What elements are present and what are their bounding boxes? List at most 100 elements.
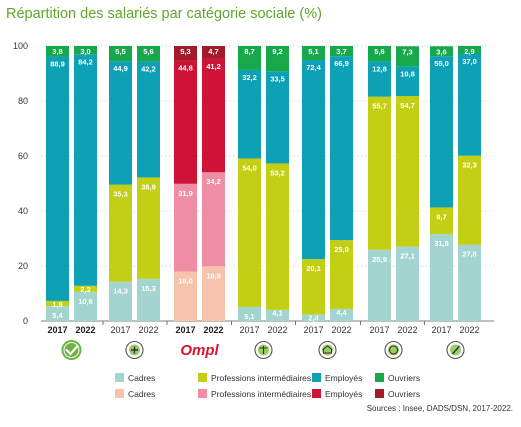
x-axis-labels: 2017 2022 2017 2022 2017 2022 2017 2022 2017 2022… [47, 321, 480, 335]
legend-label: Employés [325, 373, 362, 383]
data-label: 41,2 [206, 62, 221, 71]
data-label: 55,7 [372, 102, 387, 111]
bar-segment [368, 249, 391, 321]
data-label: 25,0 [334, 245, 349, 254]
data-label: 3,7 [336, 47, 346, 56]
x-tick-label: 2017 [303, 325, 323, 335]
data-label: 35,3 [113, 190, 128, 199]
bar-segment [266, 309, 289, 321]
data-label: 15,3 [141, 284, 156, 293]
bar-segment [202, 172, 225, 267]
data-label: 53,2 [270, 168, 285, 177]
y-tick-label: 60 [18, 151, 28, 161]
x-tick-label: 2022 [75, 325, 95, 335]
legend: Cadres Professions intermédiaires Employés… [115, 373, 420, 399]
legend-label: Professions intermédiaires [211, 373, 311, 383]
data-label: 32,2 [242, 73, 257, 82]
data-label: 2,4 [308, 313, 319, 322]
bar-segment [74, 46, 97, 55]
bar-segment [238, 69, 261, 159]
data-label: 33,5 [270, 74, 285, 83]
bar-segment [174, 60, 197, 184]
x-tick-label: 2017 [431, 325, 451, 335]
bar-segment [266, 71, 289, 164]
bar-segment [396, 246, 419, 321]
legend-swatch [198, 373, 207, 382]
bar-segment [330, 46, 353, 57]
legend-swatch [375, 373, 384, 382]
data-label: 5,6 [143, 47, 153, 56]
bar-segment [430, 46, 453, 57]
bar-segment [330, 56, 353, 241]
house-plan-icon [318, 340, 337, 360]
data-label: 5,5 [115, 47, 125, 56]
data-label: 2,9 [464, 47, 474, 56]
data-label: 5,1 [308, 47, 318, 56]
x-tick-label: 2022 [138, 325, 158, 335]
bar-segment [238, 306, 261, 321]
data-label: 4,7 [208, 47, 218, 56]
data-label: 31,6 [434, 239, 449, 248]
legend-swatch [312, 373, 321, 382]
bar-segment [368, 61, 391, 97]
bar-segment [458, 53, 481, 156]
data-label: 18,0 [178, 277, 193, 286]
legend-swatch [198, 389, 207, 398]
bar-segment [330, 240, 353, 309]
bar-segment [302, 314, 325, 321]
bar-segment [174, 46, 197, 61]
bar-segment [174, 183, 197, 272]
legend-label: Ouvriers [388, 389, 420, 399]
data-label: 72,4 [306, 63, 321, 72]
data-label: 3,0 [80, 47, 90, 56]
pen-nib-icon [446, 340, 465, 360]
bar-segment [109, 61, 132, 185]
x-tick-label: 2017 [47, 325, 67, 335]
data-label: 66,9 [334, 59, 349, 68]
bar-segment [238, 158, 261, 307]
legend-swatch [115, 373, 124, 382]
bar-segment [109, 281, 132, 321]
bar-segment [302, 259, 325, 315]
data-label: 27,1 [400, 251, 415, 260]
bar-segment [396, 66, 419, 97]
data-label: 25,9 [372, 255, 387, 264]
data-label: 7,3 [402, 47, 412, 56]
x-tick-label: 2017 [239, 325, 259, 335]
x-tick-label: 2017 [110, 325, 130, 335]
x-tick-label: 2022 [459, 325, 479, 335]
bars: 5,4 1,9 88,9 3,8 10,6 2,2 84,23,0 14,3 35,3 44,9 5… [46, 46, 481, 322]
bar-segment [396, 46, 419, 67]
data-label: 1,9 [52, 300, 62, 309]
data-label: 88,9 [50, 59, 65, 68]
bar-segment [74, 54, 97, 286]
data-label: 31,9 [178, 189, 193, 198]
data-label: 4,1 [272, 309, 282, 318]
bar-segment [202, 58, 225, 173]
y-tick-label: 100 [13, 41, 28, 51]
data-label: 54,7 [400, 101, 415, 110]
bar-segment [137, 46, 160, 62]
chart-title: Répartition des salariés par catégorie s… [6, 6, 322, 22]
legend-swatch [375, 389, 384, 398]
data-label: 42,2 [141, 64, 156, 73]
data-label: 37,0 [462, 57, 477, 66]
bar-segment [174, 271, 197, 321]
data-label: 32,3 [462, 161, 477, 170]
x-tick-label: 2022 [267, 325, 287, 335]
y-tick-label: 20 [18, 261, 28, 271]
legend-label: Ouvriers [388, 373, 420, 383]
legend-label: Professions intermédiaires [211, 389, 311, 399]
data-label: 5,6 [374, 47, 384, 56]
check-badge-icon [61, 340, 82, 360]
bar-segment [202, 46, 225, 59]
data-label: 10,6 [78, 297, 93, 306]
bar-segment [202, 266, 225, 321]
bar-segment [109, 46, 132, 62]
data-label: 5,1 [244, 312, 254, 321]
bar-segment [330, 308, 353, 321]
data-label: 2,2 [80, 285, 90, 294]
bar-segment [368, 46, 391, 62]
bar-segment [266, 163, 289, 310]
